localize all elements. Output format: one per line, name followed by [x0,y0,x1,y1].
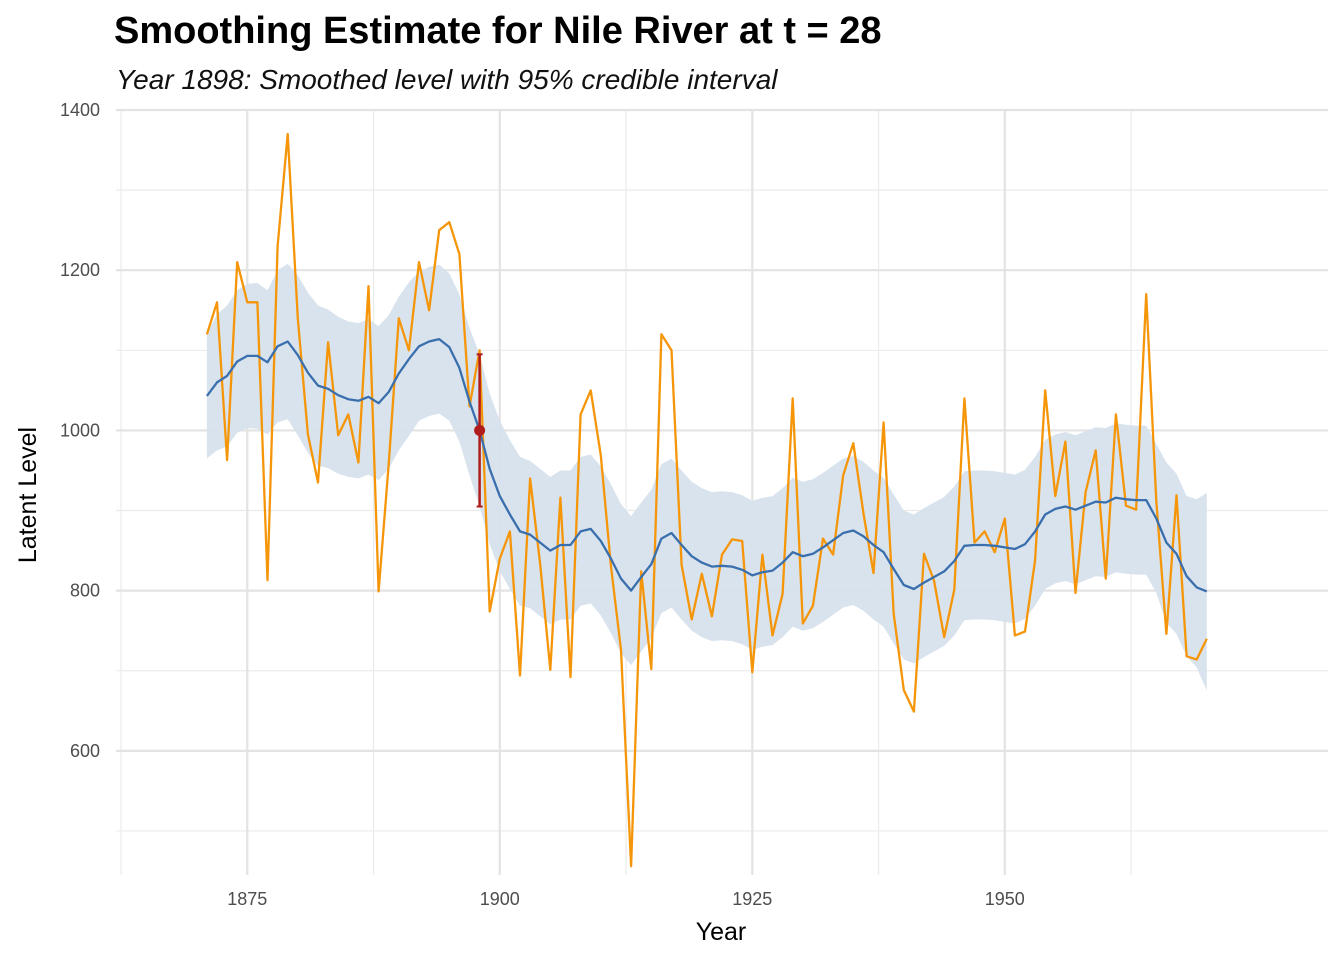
y-axis-title: Latent Level [14,427,42,563]
y-tick-label: 1400 [60,100,100,120]
credible-interval-band [206,263,1207,691]
observed-series-layer [205,132,1208,868]
smoothed-series-line [205,337,1208,593]
x-tick-label: 1925 [732,889,772,909]
y-tick-label: 1200 [60,260,100,280]
y-tick-labels: 600 800 1000 1200 1400 [60,100,100,761]
chart-title: Smoothing Estimate for Nile River at t =… [114,10,882,52]
highlight-point [474,424,486,436]
y-tick-label: 1000 [60,420,100,440]
x-tick-label: 1950 [985,889,1025,909]
highlight-layer [474,353,486,508]
x-axis-title: Year [696,918,747,946]
smoothed-series-layer [205,337,1208,593]
observed-series-line [205,132,1208,868]
x-tick-label: 1900 [480,889,520,909]
x-tick-label: 1875 [227,889,267,909]
chart-subtitle: Year 1898: Smoothed level with 95% credi… [116,64,778,95]
y-tick-label: 800 [70,581,100,601]
credible-interval-band-layer [206,263,1207,691]
x-tick-labels: 1875 1900 1925 1950 [227,889,1025,909]
y-tick-label: 600 [70,741,100,761]
